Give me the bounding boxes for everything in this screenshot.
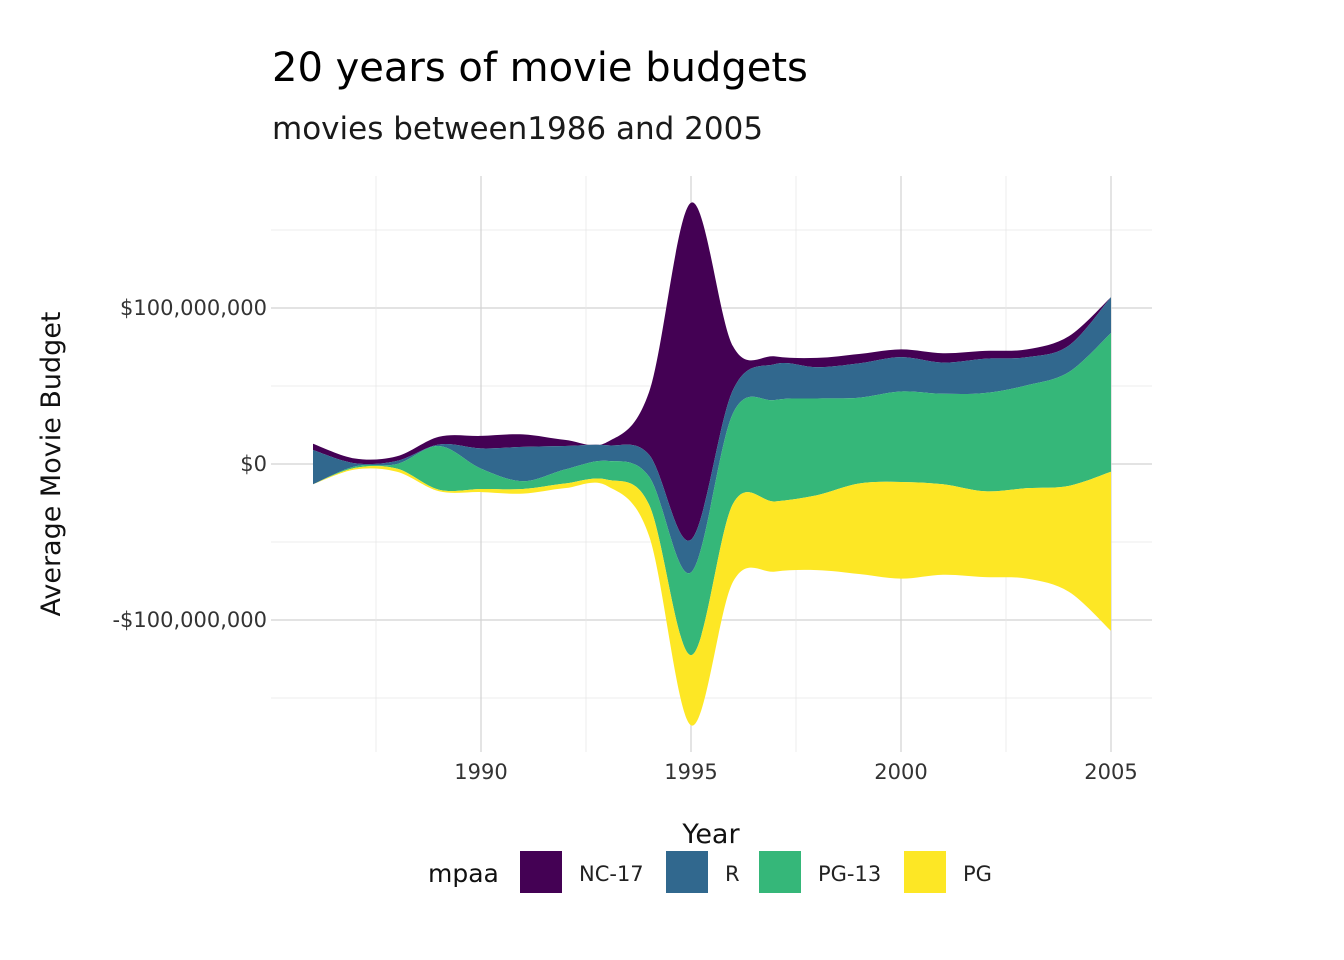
x-axis-ticks: 1990 1995 2000 2005	[454, 760, 1137, 784]
y-tick-label: $100,000,000	[120, 296, 267, 320]
y-tick-label: $0	[240, 452, 267, 476]
legend-label-nc-17: NC-17	[579, 862, 644, 886]
legend-title: mpaa	[428, 859, 499, 888]
y-axis-ticks: -$100,000,000 $0 $100,000,000	[112, 296, 267, 632]
legend-key-pg-13	[759, 851, 801, 893]
stream-layer-pg	[313, 465, 1111, 726]
legend-label-pg-13: PG-13	[818, 862, 881, 886]
chart-title: 20 years of movie budgets	[272, 45, 808, 91]
legend-label-r: R	[725, 862, 740, 886]
legend-key-nc-17	[520, 851, 562, 893]
x-tick-label: 2000	[874, 760, 927, 784]
x-tick-label: 1995	[664, 760, 717, 784]
x-tick-label: 2005	[1084, 760, 1137, 784]
x-tick-label: 1990	[454, 760, 507, 784]
chart-subtitle: movies between1986 and 2005	[272, 111, 763, 147]
legend-label-pg: PG	[963, 862, 992, 886]
legend-key-pg	[904, 851, 946, 893]
stream-layers	[313, 202, 1111, 726]
y-axis-label: Average Movie Budget	[36, 311, 67, 616]
legend-key-r	[666, 851, 708, 893]
stream-layer-nc-17	[313, 202, 1111, 541]
legend: mpaa NC-17 R PG-13 PG	[428, 851, 992, 893]
x-axis-label: Year	[681, 819, 740, 850]
stream-layer-r	[313, 297, 1111, 574]
stream-layer-pg-13	[313, 332, 1111, 656]
y-tick-label: -$100,000,000	[112, 608, 267, 632]
